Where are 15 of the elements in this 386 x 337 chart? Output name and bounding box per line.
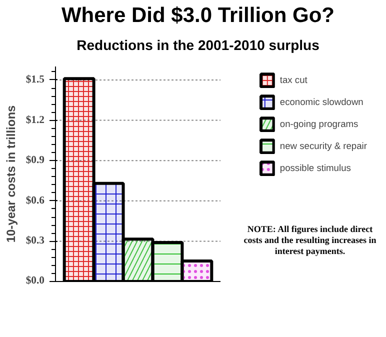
legend-label: economic slowdown xyxy=(280,97,364,107)
chart-title: Where Did $3.0 Trillion Go? xyxy=(61,4,335,27)
text: NOTE: All figures include direct costs and the resulting increases in interest payments. xyxy=(242,224,378,257)
y-tick-label: $1.5 xyxy=(26,74,45,86)
legend-label: on-going programs xyxy=(280,119,358,129)
y-tick-label: $1.2 xyxy=(26,114,45,126)
y-tick-label: $0.0 xyxy=(26,276,45,286)
chart-subtitle: Reductions in the 2001-2010 surplus xyxy=(76,37,320,53)
y-tick-label: $0.3 xyxy=(26,236,45,247)
y-tick-label: $0.6 xyxy=(26,195,46,206)
y-tick-label: $0.9 xyxy=(26,155,45,166)
legend-label: possible stimulus xyxy=(280,163,351,173)
y-axis-title: 10-year costs in trillions xyxy=(4,104,18,243)
legend-label: new security & repair xyxy=(280,141,367,151)
legend-label: tax cut xyxy=(280,75,308,85)
